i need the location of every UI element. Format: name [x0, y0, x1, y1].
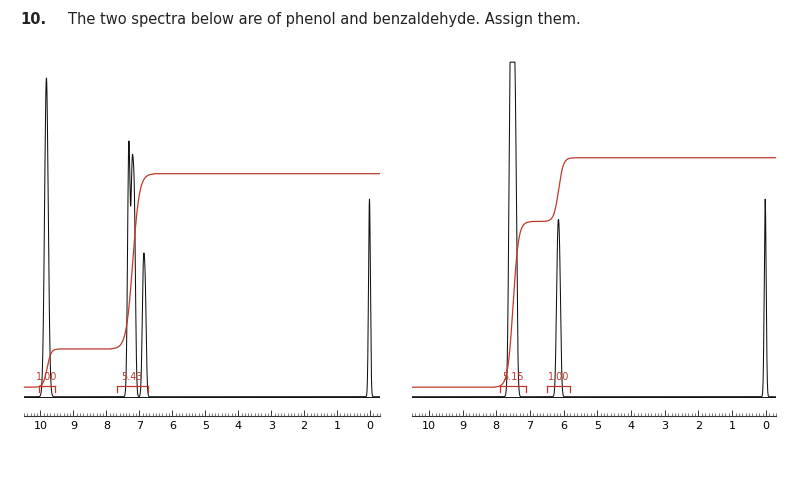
- Text: The two spectra below are of phenol and benzaldehyde. Assign them.: The two spectra below are of phenol and …: [68, 12, 581, 27]
- Text: 1.00: 1.00: [548, 372, 570, 382]
- Text: 10.: 10.: [20, 12, 46, 27]
- Text: 5.43: 5.43: [122, 372, 143, 382]
- Text: 5.15: 5.15: [502, 372, 524, 382]
- Text: 1.00: 1.00: [36, 372, 58, 382]
